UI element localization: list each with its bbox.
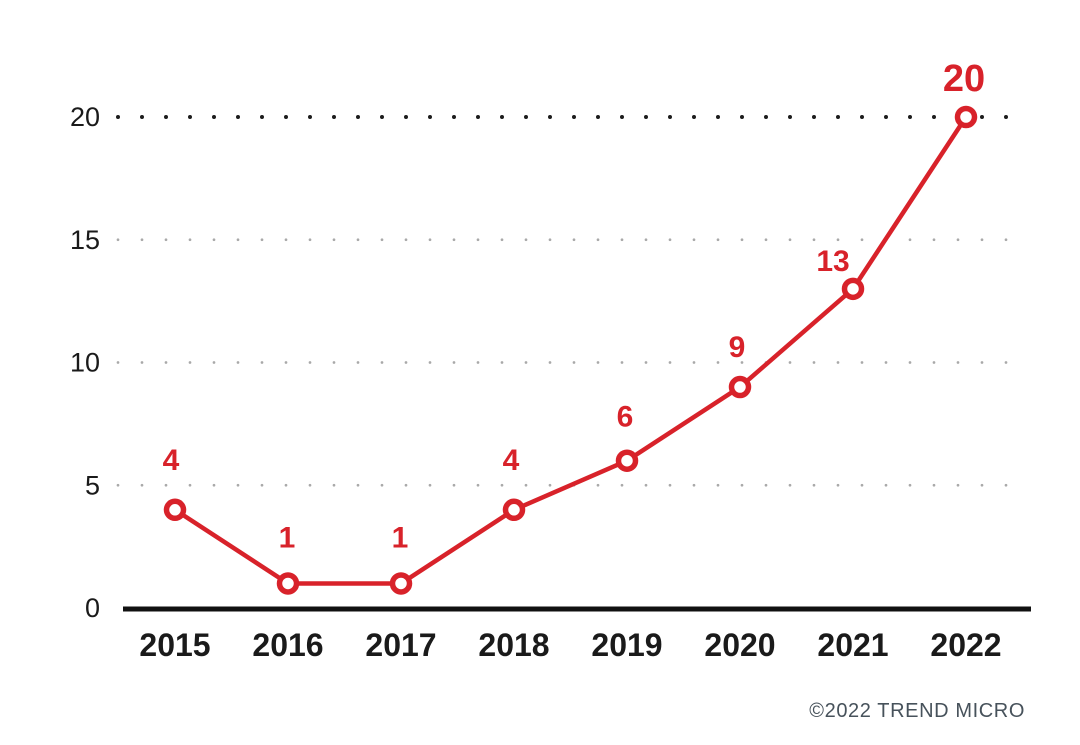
data-point-marker bbox=[954, 105, 978, 129]
data-point-label: 13 bbox=[816, 245, 849, 278]
data-point-label: 4 bbox=[163, 444, 180, 477]
data-point-marker bbox=[841, 277, 865, 301]
x-tick-label: 2021 bbox=[817, 627, 888, 663]
y-tick-label: 15 bbox=[70, 225, 100, 255]
x-tick-label: 2020 bbox=[704, 627, 775, 663]
data-point-marker bbox=[502, 498, 526, 522]
data-point-label: 1 bbox=[392, 521, 409, 554]
x-tick-label: 2015 bbox=[139, 627, 210, 663]
attribution-text: ©2022 TREND MICRO bbox=[809, 700, 1025, 722]
y-tick-label: 10 bbox=[70, 348, 100, 378]
data-point-label: 9 bbox=[729, 331, 746, 364]
data-point-label: 1 bbox=[279, 521, 296, 554]
data-point-label: 4 bbox=[503, 444, 520, 477]
trend-line bbox=[172, 114, 969, 586]
y-tick-label: 20 bbox=[70, 102, 100, 132]
x-tick-label: 2017 bbox=[365, 627, 436, 663]
data-point-marker bbox=[615, 449, 639, 472]
y-tick-label: 5 bbox=[85, 470, 100, 500]
y-tick-label: 0 bbox=[85, 593, 100, 623]
x-tick-label: 2022 bbox=[930, 627, 1001, 663]
data-point-label: 20 bbox=[943, 58, 985, 100]
x-tick-label: 2019 bbox=[591, 627, 662, 663]
data-point-marker bbox=[163, 498, 187, 522]
data-point-label: 6 bbox=[617, 401, 634, 434]
data-point-marker bbox=[389, 572, 413, 595]
data-point-marker bbox=[276, 572, 300, 595]
data-point-marker bbox=[728, 375, 752, 399]
x-tick-label: 2018 bbox=[478, 627, 549, 663]
x-tick-label: 2016 bbox=[252, 627, 323, 663]
